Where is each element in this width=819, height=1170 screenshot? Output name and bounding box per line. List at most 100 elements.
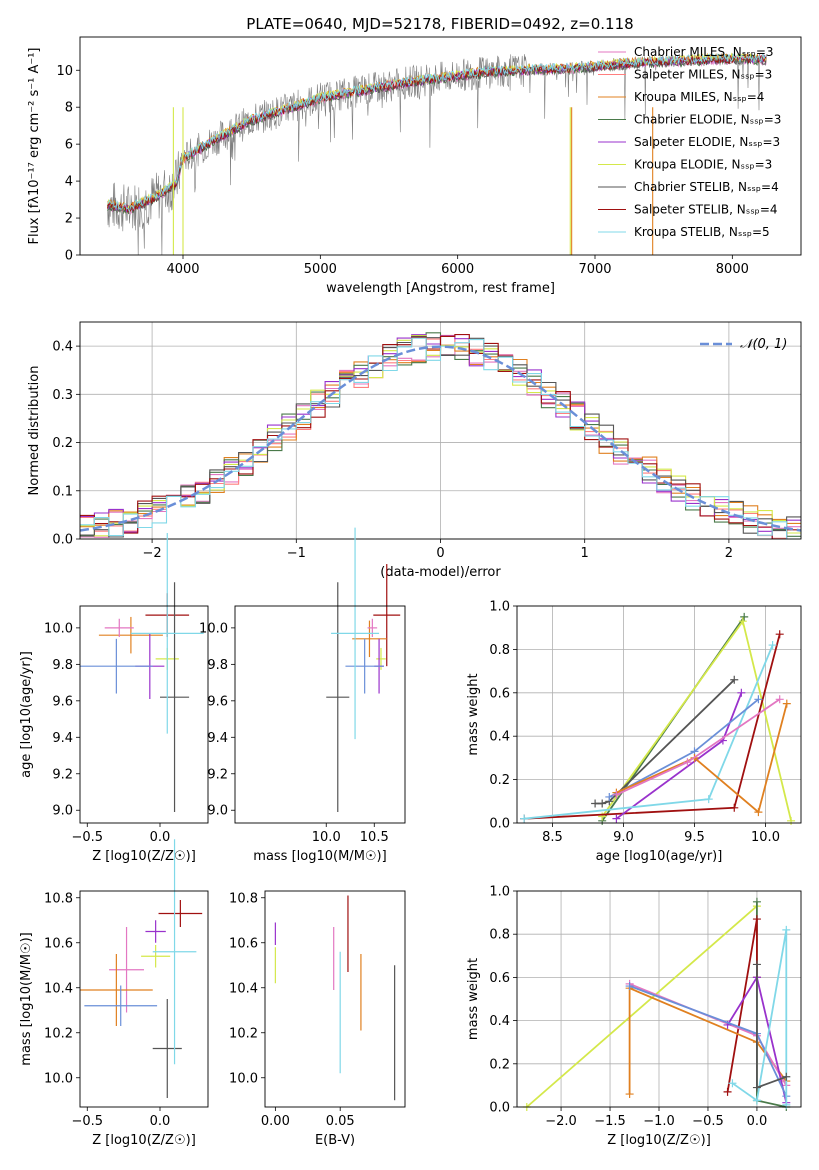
weight-marker (754, 695, 763, 704)
weight-line (616, 703, 788, 814)
weight-line (726, 918, 758, 1093)
spectrum-lines (107, 52, 767, 255)
weight-line (526, 905, 758, 1108)
legend-label: Chabrier ELODIE, Nₛₛₚ=3 (634, 113, 781, 127)
axes-frame (516, 890, 802, 1108)
y-axis-label: Flux [fλ10⁻¹⁷ erg cm⁻² s⁻¹ A⁻¹] (27, 48, 42, 245)
weight-line (756, 964, 787, 1089)
weight-marker (782, 1100, 791, 1109)
y-tick-label: 10.6 (229, 936, 258, 951)
y-tick-label: 2 (65, 212, 73, 227)
weight-marker (782, 925, 791, 934)
y-tick-label: 10 (56, 64, 73, 79)
y-tick-label: 0.8 (489, 928, 510, 943)
weight-line (608, 698, 759, 798)
histograms (80, 332, 801, 539)
y-tick-label: 10.8 (229, 891, 258, 906)
y-tick-label: 10.8 (44, 891, 73, 906)
y-axis-label: mass weight (466, 673, 481, 755)
axes-frame (516, 605, 802, 824)
weight-marker (775, 695, 784, 704)
weight-marker (740, 612, 749, 621)
y-axis-label: Normed distribution (27, 366, 42, 496)
x-tick-label: 10.5 (360, 830, 389, 845)
y-tick-label: 0 (65, 249, 73, 264)
x-axis-label: mass [log10(M/M☉)] (253, 849, 386, 864)
y-axis-label: mass weight (466, 958, 481, 1040)
y-tick-label: 1.0 (489, 885, 510, 900)
axes-frame (234, 605, 406, 824)
y-tick-label: 9.8 (207, 658, 228, 673)
weight-marker (598, 799, 607, 808)
y-tick-label: 9.0 (52, 804, 73, 819)
weight-marker (737, 688, 746, 697)
y-tick-label: 10.0 (44, 1071, 73, 1086)
x-axis-label: Z [log10(Z/Z☉)] (92, 849, 196, 864)
y-tick-label: 0.0 (489, 817, 510, 832)
y-tick-label: 0.6 (489, 971, 510, 986)
weight-marker (782, 1072, 791, 1081)
y-tick-label: 0.0 (489, 1101, 510, 1116)
axes-frame (264, 890, 406, 1108)
x-tick-label: −0.5 (692, 1114, 724, 1129)
x-tick-label: 8000 (716, 262, 749, 277)
model-spectrum-kroupa-stelib (107, 52, 767, 212)
x-axis-label: (data-model)/error (380, 565, 501, 580)
legend-label: Salpeter STELIB, Nₛₛₚ=4 (634, 203, 778, 217)
weight-line (601, 619, 792, 822)
x-tick-label: 2 (725, 546, 733, 561)
x-tick-label: −2.0 (545, 1114, 577, 1129)
y-tick-label: 9.4 (207, 731, 228, 746)
histogram-kroupa-stelib (80, 337, 801, 539)
x-tick-label: 0.00 (261, 1114, 290, 1129)
axes-frame (79, 605, 209, 824)
chart-0 (76, 69, 733, 259)
figure-title: PLATE=0640, MJD=52178, FIBERID=0492, z=0… (246, 15, 633, 33)
x-tick-label: 10.0 (312, 830, 341, 845)
y-tick-label: 9.8 (52, 658, 73, 673)
x-tick-label: 9.0 (613, 830, 634, 845)
weight-marker (775, 630, 784, 639)
legend-label: Chabrier MILES, Nₛₛₚ=3 (634, 45, 774, 59)
x-tick-label: 10.0 (751, 830, 780, 845)
y-tick-label: 10.4 (44, 981, 73, 996)
y-tick-label: 10.2 (229, 1026, 258, 1041)
y-tick-label: 9.4 (52, 731, 73, 746)
x-tick-label: 5000 (304, 262, 337, 277)
y-tick-label: 0.0 (52, 533, 73, 548)
weight-marker (605, 792, 614, 801)
y-tick-label: 0.6 (489, 686, 510, 701)
x-tick-label: 0.0 (150, 1114, 171, 1129)
weight-marker (787, 816, 796, 825)
x-tick-label: 0.05 (326, 1114, 355, 1129)
weight-marker (612, 790, 621, 799)
x-axis-label: Z [log10(Z/Z☉)] (607, 1133, 711, 1148)
weight-marker (704, 795, 713, 804)
x-tick-label: 0.0 (747, 1114, 768, 1129)
weight-marker (723, 1087, 732, 1096)
y-tick-label: 1.0 (489, 600, 510, 615)
weight-marker (520, 814, 529, 823)
legend-label: Chabrier STELIB, Nₛₛₚ=4 (634, 180, 779, 194)
x-tick-label: 6000 (441, 262, 474, 277)
chart-6 (261, 897, 341, 1111)
x-axis-label: wavelength [Angstrom, rest frame] (326, 281, 555, 296)
weight-line (595, 679, 735, 805)
weight-marker (752, 960, 761, 969)
y-tick-label: 9.2 (52, 767, 73, 782)
legend-label: 𝒩(0, 1) (740, 337, 787, 352)
x-tick-label: −1 (287, 546, 306, 561)
x-tick-label: −2 (143, 546, 162, 561)
weight-marker (782, 699, 791, 708)
weight-marker (625, 1090, 634, 1099)
y-tick-label: 10.0 (229, 1071, 258, 1086)
x-tick-label: −0.5 (71, 1114, 103, 1129)
y-tick-label: 9.0 (207, 804, 228, 819)
chart-5 (76, 897, 161, 1111)
normal-curve (80, 345, 801, 532)
weight-marker (728, 1079, 737, 1088)
y-tick-label: 0.4 (489, 730, 510, 745)
weight-marker (752, 915, 761, 924)
weight-marker (752, 1083, 761, 1092)
